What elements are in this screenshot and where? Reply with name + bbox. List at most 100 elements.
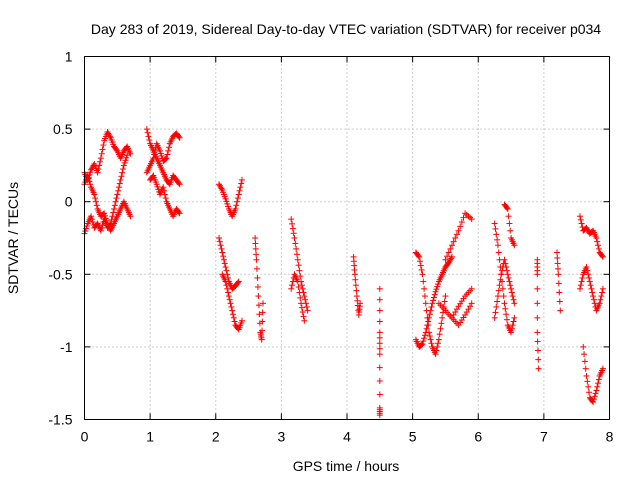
data-point <box>448 255 455 262</box>
data-point <box>494 293 501 300</box>
data-point <box>144 129 151 136</box>
data-point <box>583 372 590 379</box>
data-point <box>556 298 563 305</box>
data-point <box>97 227 104 234</box>
data-point <box>226 296 233 303</box>
data-point <box>255 302 262 309</box>
data-point <box>225 293 232 300</box>
data-point <box>503 311 510 318</box>
data-point <box>290 230 297 237</box>
data-point <box>295 284 302 291</box>
data-point <box>534 271 541 278</box>
data-point <box>127 150 134 157</box>
data-point <box>225 289 232 296</box>
data-point <box>162 195 169 202</box>
data-point <box>376 378 383 385</box>
data-point <box>92 195 99 202</box>
data-point <box>423 325 430 332</box>
data-point <box>599 253 606 260</box>
data-point <box>426 311 433 318</box>
data-point <box>421 285 428 292</box>
data-point <box>151 151 158 158</box>
data-point <box>233 202 240 209</box>
data-point <box>494 298 501 305</box>
data-point <box>161 191 168 198</box>
grid-lines <box>84 56 610 420</box>
data-point <box>535 365 542 372</box>
data-point <box>554 249 560 256</box>
data-point <box>493 303 500 310</box>
x-axis-label: GPS time / hours <box>293 458 400 474</box>
data-point <box>95 166 102 173</box>
data-point <box>583 264 590 271</box>
data-point <box>442 256 449 263</box>
data-point <box>534 300 541 307</box>
data-point <box>493 231 500 238</box>
data-point <box>450 238 457 245</box>
data-point <box>256 311 263 318</box>
y-axis-label: SDTVAR / TECUs <box>5 182 21 294</box>
data-point <box>295 262 302 269</box>
data-point <box>492 309 499 316</box>
data-point <box>376 345 383 352</box>
data-point <box>432 288 439 295</box>
data-point <box>422 300 429 307</box>
data-point <box>89 219 96 226</box>
data-point <box>452 235 459 241</box>
data-point <box>101 210 108 217</box>
data-point <box>554 254 561 261</box>
data-point <box>495 249 502 256</box>
data-point <box>229 311 236 318</box>
data-point <box>421 332 428 339</box>
data-point <box>303 303 310 310</box>
data-point <box>111 205 118 212</box>
x-tick-label: 4 <box>343 429 351 445</box>
data-point <box>219 249 226 256</box>
data-point <box>458 219 465 226</box>
data-point <box>255 293 262 300</box>
data-point <box>376 318 383 325</box>
data-point <box>594 238 601 245</box>
data-point <box>496 282 503 289</box>
x-tick-label: 0 <box>81 429 89 445</box>
data-point <box>222 195 229 202</box>
data-point <box>176 210 183 217</box>
data-point <box>376 391 383 398</box>
data-point <box>123 154 130 161</box>
data-point <box>299 285 306 292</box>
data-point <box>434 343 441 350</box>
data-point <box>294 278 301 285</box>
data-point <box>252 245 259 252</box>
data-point <box>234 195 241 202</box>
data-point <box>511 242 518 249</box>
data-point <box>259 318 266 325</box>
x-tick-label: 8 <box>606 429 614 445</box>
data-point <box>154 183 161 190</box>
data-point <box>510 318 517 325</box>
data-point <box>298 282 305 289</box>
data-point <box>93 202 100 209</box>
data-point <box>300 313 307 320</box>
data-point <box>239 176 245 183</box>
data-point <box>498 271 505 278</box>
data-point <box>580 343 587 350</box>
data-point <box>110 209 117 216</box>
data-point <box>599 365 606 372</box>
data-point <box>427 336 434 343</box>
data-point <box>82 228 89 235</box>
data-point <box>586 278 593 285</box>
data-point <box>587 282 594 289</box>
data-point <box>230 314 237 321</box>
data-point <box>291 235 298 241</box>
data-point <box>88 213 95 220</box>
data-point <box>439 314 446 321</box>
data-point <box>98 224 105 231</box>
data-point <box>143 126 150 133</box>
data-point <box>418 266 425 273</box>
data-point <box>258 336 265 343</box>
data-point <box>436 331 443 338</box>
data-point <box>124 152 131 159</box>
data-point <box>554 260 561 267</box>
data-point <box>253 265 260 272</box>
data-point <box>98 150 105 157</box>
